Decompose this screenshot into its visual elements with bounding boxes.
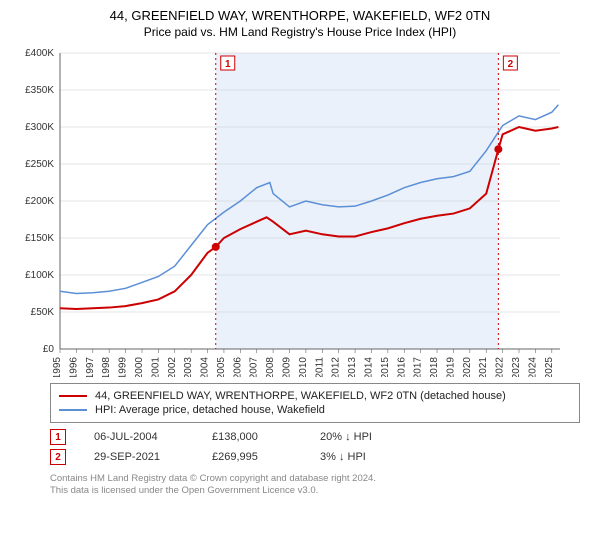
sale-point-price: £138,000 — [212, 431, 292, 443]
svg-text:2019: 2019 — [445, 357, 456, 377]
chart-subtitle: Price paid vs. HM Land Registry's House … — [12, 25, 588, 39]
svg-text:2020: 2020 — [462, 357, 473, 377]
svg-text:1995: 1995 — [52, 357, 63, 377]
svg-text:2002: 2002 — [167, 357, 178, 377]
chart-title: 44, GREENFIELD WAY, WRENTHORPE, WAKEFIEL… — [12, 8, 588, 23]
svg-text:2009: 2009 — [282, 357, 293, 377]
svg-text:2001: 2001 — [150, 357, 161, 377]
sale-point-price: £269,995 — [212, 451, 292, 463]
svg-text:1996: 1996 — [68, 357, 79, 377]
sale-point-marker: 2 — [50, 449, 66, 465]
sale-point-marker: 1 — [50, 429, 66, 445]
svg-text:2007: 2007 — [249, 357, 260, 377]
chart-area: £0 £50K £100K £150K £200K £250K £300K £350K £400… — [12, 47, 588, 377]
footer-line-1: Contains HM Land Registry data © Crown c… — [50, 473, 580, 485]
footer-attribution: Contains HM Land Registry data © Crown c… — [50, 473, 580, 498]
footer-line-2: This data is licensed under the Open Gov… — [50, 485, 580, 497]
sale-point-row: 1 06-JUL-2004 £138,000 20% ↓ HPI — [50, 429, 580, 445]
legend-row: 44, GREENFIELD WAY, WRENTHORPE, WAKEFIEL… — [59, 390, 571, 402]
svg-text:2015: 2015 — [380, 357, 391, 377]
svg-text:2000: 2000 — [134, 357, 145, 377]
legend-label: 44, GREENFIELD WAY, WRENTHORPE, WAKEFIEL… — [95, 390, 506, 402]
legend-row: HPI: Average price, detached house, Wake… — [59, 404, 571, 416]
legend-label: HPI: Average price, detached house, Wake… — [95, 404, 325, 416]
sale-point-row: 2 29-SEP-2021 £269,995 3% ↓ HPI — [50, 449, 580, 465]
svg-text:2017: 2017 — [413, 357, 424, 377]
svg-text:2016: 2016 — [396, 357, 407, 377]
svg-text:£100K: £100K — [25, 270, 54, 281]
svg-text:1999: 1999 — [118, 357, 129, 377]
svg-text:£250K: £250K — [25, 159, 54, 170]
svg-text:1998: 1998 — [101, 357, 112, 377]
svg-text:2021: 2021 — [478, 357, 489, 377]
svg-text:2011: 2011 — [314, 357, 325, 377]
svg-text:£150K: £150K — [25, 233, 54, 244]
svg-text:2005: 2005 — [216, 357, 227, 377]
svg-text:2025: 2025 — [544, 357, 555, 377]
svg-text:2022: 2022 — [495, 357, 506, 377]
svg-text:1997: 1997 — [85, 357, 96, 377]
svg-text:2014: 2014 — [363, 357, 374, 377]
svg-text:2013: 2013 — [347, 357, 358, 377]
svg-text:£400K: £400K — [25, 48, 54, 59]
legend-swatch — [59, 395, 87, 397]
svg-text:1: 1 — [225, 59, 231, 70]
svg-text:2004: 2004 — [200, 357, 211, 377]
svg-text:2003: 2003 — [183, 357, 194, 377]
sale-point-delta: 3% ↓ HPI — [320, 451, 410, 463]
svg-text:2012: 2012 — [331, 357, 342, 377]
svg-text:£50K: £50K — [31, 307, 55, 318]
legend: 44, GREENFIELD WAY, WRENTHORPE, WAKEFIEL… — [50, 383, 580, 423]
svg-text:2008: 2008 — [265, 357, 276, 377]
svg-text:£0: £0 — [43, 344, 55, 355]
svg-text:£200K: £200K — [25, 196, 54, 207]
legend-swatch — [59, 409, 87, 411]
sale-point-date: 06-JUL-2004 — [94, 431, 184, 443]
svg-text:2023: 2023 — [511, 357, 522, 377]
svg-text:£350K: £350K — [25, 85, 54, 96]
svg-text:2018: 2018 — [429, 357, 440, 377]
title-block: 44, GREENFIELD WAY, WRENTHORPE, WAKEFIEL… — [12, 8, 588, 39]
sale-point-date: 29-SEP-2021 — [94, 451, 184, 463]
svg-text:£300K: £300K — [25, 122, 54, 133]
svg-text:2010: 2010 — [298, 357, 309, 377]
line-chart-svg: £0 £50K £100K £150K £200K £250K £300K £350K £400… — [12, 47, 572, 377]
sale-points-table: 1 06-JUL-2004 £138,000 20% ↓ HPI 2 29-SEP-202… — [50, 429, 580, 465]
svg-text:2024: 2024 — [527, 357, 538, 377]
sale-point-delta: 20% ↓ HPI — [320, 431, 410, 443]
svg-text:2006: 2006 — [232, 357, 243, 377]
svg-text:2: 2 — [508, 59, 514, 70]
